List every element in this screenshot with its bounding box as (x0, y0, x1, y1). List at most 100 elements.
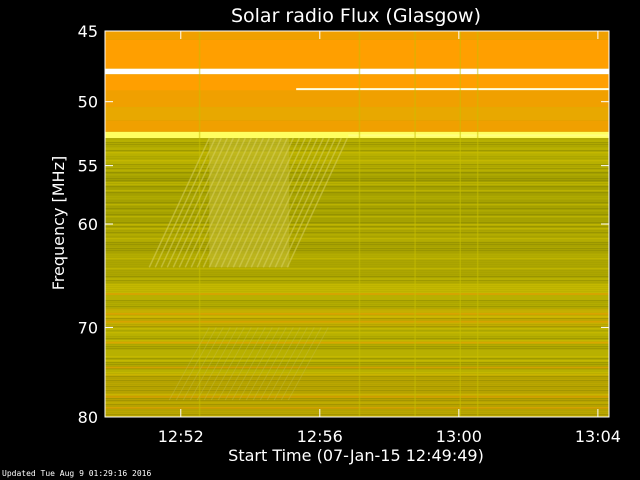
burst-striation (268, 137, 330, 268)
segment-boundary (459, 31, 462, 417)
x-tick-label: 13:04 (575, 427, 621, 446)
texture-line (105, 254, 609, 256)
burst-striation (274, 137, 336, 268)
texture-line (105, 146, 609, 148)
texture-line (105, 188, 609, 190)
texture-line (105, 236, 609, 238)
bright-streak (105, 70, 609, 73)
texture-line (105, 218, 609, 220)
texture-line (105, 360, 609, 362)
texture-line (105, 306, 609, 308)
texture-line (105, 378, 609, 380)
texture-line (105, 380, 609, 382)
texture-line (105, 286, 609, 288)
burst-striation-lower (189, 327, 231, 401)
texture-line (105, 386, 609, 388)
orange-stripe (105, 406, 609, 409)
segment-boundary (358, 31, 361, 417)
burst-striation-lower (217, 327, 259, 401)
y-tick-label: 45 (78, 22, 98, 41)
texture-line (105, 148, 609, 150)
texture-line (105, 256, 609, 258)
orange-stripe (105, 366, 609, 369)
texture-line (105, 168, 609, 170)
texture-line (105, 334, 609, 336)
texture-line (105, 280, 609, 282)
x-tick-label: 12:56 (297, 427, 343, 446)
texture-line (105, 206, 609, 208)
texture-line (105, 290, 609, 292)
texture-line (105, 186, 609, 188)
burst-striation (154, 137, 216, 268)
burst-striation (184, 137, 246, 268)
orange-stripe (105, 320, 609, 323)
burst-striation (286, 137, 348, 268)
texture-line (105, 180, 609, 182)
segment-boundary (414, 31, 416, 417)
x-axis-label: Start Time (07-Jan-15 12:49:49) (228, 446, 484, 465)
burst-striation (232, 137, 294, 268)
texture-line (105, 270, 609, 272)
texture-line (105, 268, 609, 270)
frequency-band (105, 39, 609, 69)
texture-line (105, 214, 609, 216)
texture-line (105, 302, 609, 304)
texture-line (105, 332, 609, 334)
texture-line (105, 318, 609, 320)
burst-striation (280, 137, 342, 268)
texture-line (105, 144, 609, 146)
burst-striation-lower (259, 327, 301, 401)
texture-line (105, 250, 609, 252)
texture-line (105, 322, 609, 324)
texture-line (105, 382, 609, 384)
texture-line (105, 324, 609, 326)
updated-timestamp: Updated Tue Aug 9 01:29:16 2016 (2, 469, 152, 478)
x-axis: 12:52 12:56 13:00 13:04 (158, 31, 621, 446)
burst-striation-lower (287, 327, 329, 401)
burst-striation (166, 137, 228, 268)
burst-striation-lower (224, 327, 266, 401)
texture-line (105, 364, 609, 366)
texture-line (105, 276, 609, 278)
texture-line (105, 348, 609, 350)
texture-line (105, 282, 609, 284)
texture-line (105, 162, 609, 164)
texture-line (105, 372, 609, 374)
texture-line (105, 224, 609, 226)
texture-line (105, 154, 609, 156)
texture-line (105, 176, 609, 178)
texture-line (105, 376, 609, 378)
texture-line (105, 390, 609, 392)
burst-striation-lower (280, 327, 322, 401)
burst-striation (208, 137, 270, 268)
burst-striation (256, 137, 318, 268)
texture-line (105, 248, 609, 250)
texture-line (105, 142, 609, 144)
frequency-band (105, 120, 609, 132)
texture-line (105, 216, 609, 218)
y-tick-label: 50 (78, 93, 98, 112)
y-tick-label: 60 (78, 215, 98, 234)
texture-line (105, 398, 609, 400)
texture-line (105, 388, 609, 390)
texture-line (105, 404, 609, 406)
texture-line (105, 312, 609, 314)
texture-line (105, 292, 609, 294)
texture-line (105, 400, 609, 402)
burst-striation (214, 137, 276, 268)
burst-striation-lower (245, 327, 287, 401)
texture-line (105, 328, 609, 330)
burst-striation-lower (252, 327, 294, 401)
texture-line (105, 174, 609, 176)
texture-line (105, 212, 609, 214)
texture-line (105, 336, 609, 338)
texture-line (105, 308, 609, 310)
texture-line (105, 272, 609, 274)
texture-line (105, 358, 609, 360)
y-axis: 45 50 55 60 70 80 (78, 22, 609, 427)
texture-line (105, 252, 609, 254)
bright-streak (296, 88, 609, 91)
texture-line (105, 172, 609, 174)
texture-line (105, 354, 609, 356)
texture-line (105, 178, 609, 180)
